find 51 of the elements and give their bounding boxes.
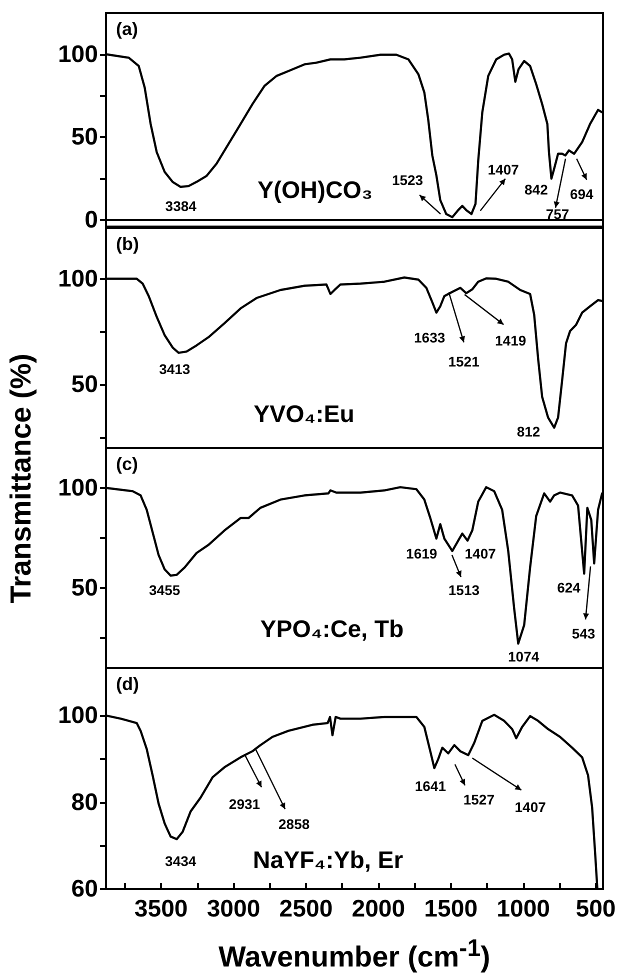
annotation: Y(OH)CO₃ [257,177,373,204]
y-axis-title: Transmittance (%) [5,353,38,603]
y-tick-label: 50 [71,574,98,602]
annotation: 757 [546,206,570,222]
annotation: 1633 [414,330,446,346]
annotation: 1419 [495,332,526,349]
x-tick-label: 3500 [134,896,188,922]
annotation: 1407 [464,546,496,562]
y-tick-label: 60 [71,876,98,902]
annotation: 3455 [149,582,180,598]
annotation: 842 [524,182,548,198]
annotation: 3434 [165,853,196,870]
y-tick-label: 0 [84,206,98,234]
y-tick-label: 100 [58,474,98,502]
annotation: (d) [116,674,139,694]
annotation: 1619 [406,546,438,562]
y-tick-label: 50 [71,371,98,398]
annotation: 1407 [514,799,546,816]
x-tick-label: 500 [576,896,616,922]
annotation: 1527 [463,791,495,808]
annotation: 694 [570,186,594,202]
annotation: 1407 [488,162,520,178]
annotation: 3413 [159,360,190,377]
annotation: 812 [516,424,540,440]
annotation: (b) [116,234,139,254]
x-tick-label: 1000 [496,896,550,922]
annotation: 1523 [392,172,424,188]
annotation: 1513 [448,582,480,598]
y-tick-label: 100 [58,702,98,730]
annotation: 1641 [414,778,446,794]
annotation: 2858 [278,816,310,832]
y-tick-label: 80 [71,788,98,816]
annotation: 1521 [448,353,480,370]
annotation: (a) [116,19,138,39]
y-tick-label: 100 [58,265,98,292]
x-tick-label: 2000 [352,896,406,922]
x-tick-label: 3000 [206,896,260,922]
x-tick-label: 1500 [424,896,478,922]
annotation: NaYF₄:Yb, Er [252,847,404,874]
annotation: YPO₄:Ce, Tb [260,616,404,643]
annotation: 2931 [228,796,260,812]
annotation: 1074 [508,648,540,665]
annotation: 3384 [165,198,197,214]
y-tick-label: 50 [71,124,98,151]
x-tick-label: 2500 [279,896,333,922]
annotation: (c) [116,454,138,474]
x-axis-title: Wavenumber (cm$^{-1}$) [218,935,490,975]
y-tick-label: 100 [58,40,98,68]
annotation: 543 [572,625,596,642]
annotation: 624 [557,580,581,596]
annotation: YVO₄:Eu [254,401,354,428]
